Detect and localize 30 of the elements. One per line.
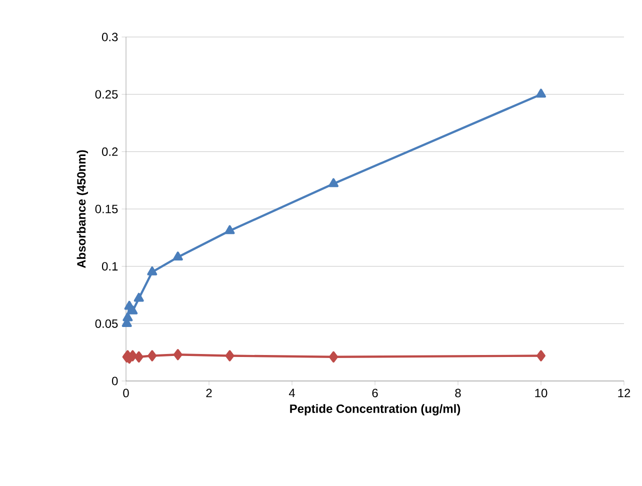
x-tick-label: 6: [372, 388, 378, 398]
y-tick-label: 0.25: [95, 90, 118, 99]
point: [134, 292, 144, 302]
y-tick-label: 0.1: [102, 262, 118, 271]
point: [134, 351, 144, 363]
y-axis-title: Absorbance (450nm): [76, 150, 88, 268]
y-tick-label: 0: [112, 376, 118, 386]
x-tick-label: 8: [455, 388, 461, 398]
x-tick-label: 12: [618, 388, 630, 398]
x-tick-label: 2: [206, 388, 212, 398]
point: [328, 178, 338, 188]
x-tick-label: 4: [288, 388, 295, 398]
point: [148, 350, 157, 362]
y-tick-label: 0.15: [95, 204, 118, 214]
x-axis-title: Peptide Concentration (ug/ml): [290, 404, 460, 416]
point: [122, 312, 133, 322]
point: [329, 351, 338, 363]
point: [224, 225, 235, 234]
y-tick-label: 0.3: [102, 32, 118, 42]
x-tick-label: 10: [535, 388, 548, 398]
point: [536, 350, 546, 362]
y-tick-label: 0.2: [102, 147, 118, 156]
point: [173, 349, 182, 360]
y-tick-label: 0.05: [95, 319, 118, 328]
point: [225, 350, 234, 362]
point: [536, 88, 546, 98]
point: [147, 266, 158, 276]
point: [128, 305, 138, 314]
point: [172, 252, 183, 260]
x-tick-label: 0: [123, 388, 129, 398]
